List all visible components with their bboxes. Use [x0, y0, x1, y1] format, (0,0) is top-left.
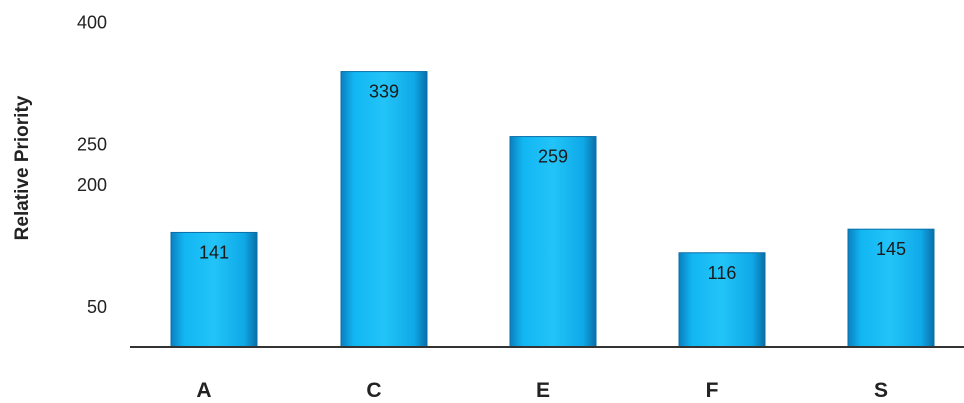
y-tick-label: 200	[77, 175, 107, 195]
x-tick-label: F	[706, 379, 719, 402]
y-tick-label: 250	[77, 134, 107, 154]
data-label: 141	[199, 242, 229, 262]
x-tick-label: E	[536, 379, 550, 402]
y-axis-ticks: 50 200 250 400	[77, 13, 107, 317]
bar-S	[847, 228, 935, 348]
x-tick-label: C	[366, 379, 381, 402]
y-axis-label: Relative Priority	[12, 95, 33, 240]
x-tick-label: A	[196, 379, 211, 402]
x-tick-label: S	[874, 379, 888, 402]
bar-A	[170, 231, 258, 348]
y-tick-label: 50	[87, 297, 107, 317]
data-label: 116	[708, 263, 737, 283]
bar-F	[678, 252, 766, 348]
data-label: 259	[538, 147, 568, 167]
y-tick-label: 400	[77, 13, 107, 33]
bar-E	[509, 136, 597, 348]
data-label: 339	[369, 82, 399, 102]
bar-C	[340, 71, 428, 348]
bars: 141 339 259 116 145	[170, 71, 935, 348]
data-label: 145	[876, 239, 906, 259]
